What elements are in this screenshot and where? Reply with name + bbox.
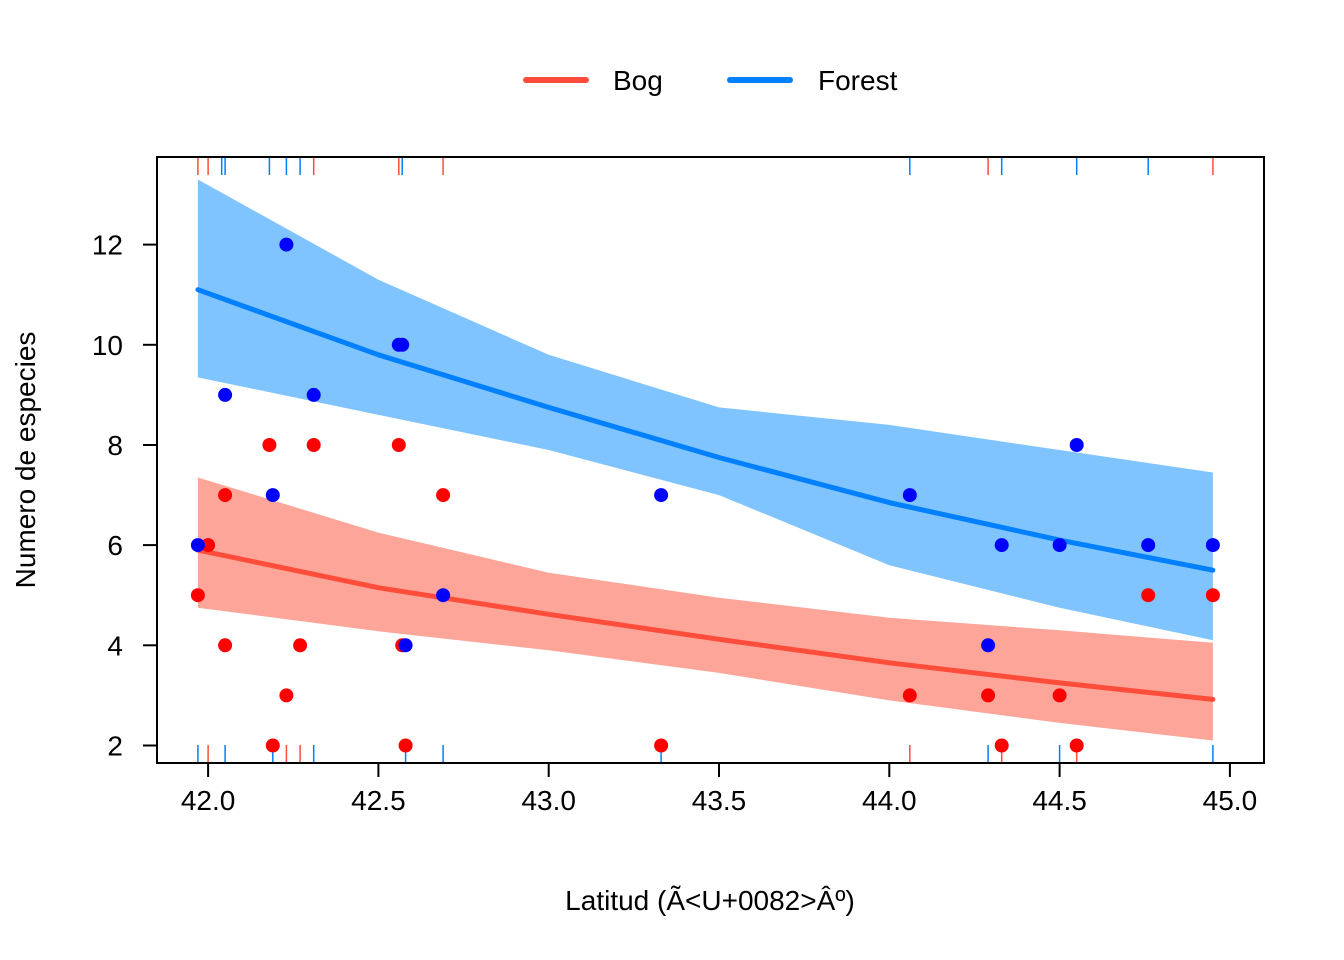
point-bog: [436, 488, 451, 503]
point-forest: [190, 538, 205, 553]
point-bog: [994, 738, 1009, 753]
point-bog: [190, 588, 205, 603]
point-forest: [436, 588, 451, 603]
x-tick-label: 45.0: [1203, 785, 1258, 816]
point-bog: [201, 538, 216, 553]
point-forest: [1141, 538, 1156, 553]
point-bog: [981, 688, 996, 703]
point-bog: [262, 438, 277, 452]
y-axis-title: Numero de especies: [10, 332, 41, 589]
point-bog: [218, 638, 233, 653]
x-axis-title: Latitud (Ã<U+0082>Âº): [565, 885, 855, 916]
y-tick-label: 12: [92, 230, 123, 261]
point-forest: [218, 387, 233, 402]
legend-label-forest: Forest: [818, 65, 898, 96]
legend-label-bog: Bog: [613, 65, 663, 96]
x-tick-label: 42.5: [351, 785, 406, 816]
point-bog: [218, 488, 233, 503]
point-bog: [398, 738, 413, 753]
point-bog: [1069, 738, 1084, 753]
point-bog: [306, 438, 321, 452]
point-forest: [981, 638, 996, 653]
y-tick-label: 4: [107, 630, 123, 661]
point-forest: [398, 638, 413, 653]
confidence-bands: [197, 179, 1213, 741]
x-tick-label: 43.0: [521, 785, 576, 816]
band-bog: [197, 477, 1213, 741]
point-bog: [279, 688, 294, 703]
y-tick-label: 8: [107, 430, 123, 461]
y-tick-label: 6: [107, 530, 123, 561]
point-forest: [395, 337, 410, 352]
y-tick-label: 10: [92, 330, 123, 361]
band-forest: [197, 179, 1213, 641]
point-bog: [902, 688, 917, 703]
y-tick-label: 2: [107, 731, 123, 762]
x-tick-label: 43.5: [692, 785, 747, 816]
point-bog: [654, 738, 669, 753]
point-forest: [654, 488, 669, 503]
plot-frame: [156, 156, 1265, 764]
point-bog: [265, 738, 280, 753]
point-forest: [902, 488, 917, 503]
point-forest: [306, 387, 321, 402]
x-tick-label: 42.0: [181, 785, 236, 816]
point-forest: [1205, 538, 1220, 553]
point-forest: [1052, 538, 1067, 553]
fit-line-bog: [195, 547, 1216, 702]
data-points: [190, 237, 1220, 753]
point-forest: [1069, 438, 1084, 452]
x-axis: 42.0 42.5 43.0 43.5 44.0 44.5 45.0: [181, 763, 1257, 816]
point-bog: [293, 638, 308, 653]
x-tick-label: 44.5: [1032, 785, 1087, 816]
point-forest: [994, 538, 1009, 553]
point-forest: [265, 488, 280, 503]
point-bog: [391, 438, 406, 452]
point-forest: [279, 237, 294, 252]
point-bog: [1141, 588, 1156, 603]
point-bog: [1205, 588, 1220, 603]
x-tick-label: 44.0: [862, 785, 917, 816]
point-bog: [1052, 688, 1067, 703]
y-axis: 2 4 6 8 10 12: [92, 230, 157, 762]
legend: Bog Forest: [523, 65, 898, 96]
